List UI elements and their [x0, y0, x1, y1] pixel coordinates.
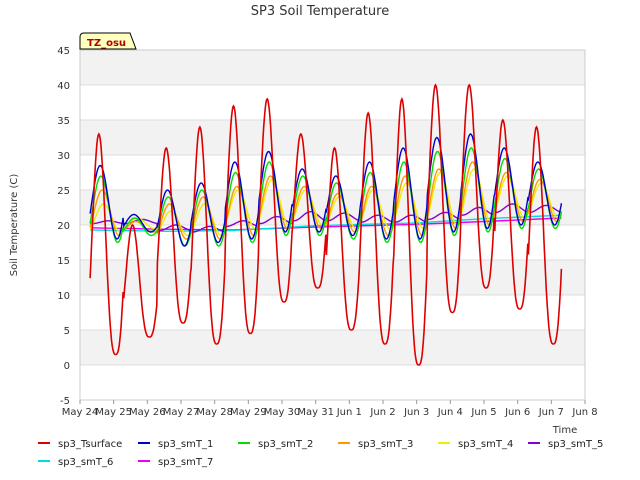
plot-band	[80, 120, 585, 155]
legend-label-sp3_smT_1: sp3_smT_1	[158, 439, 213, 450]
y-axis-label: Soil Temperature (C)	[9, 174, 20, 277]
legend-label-sp3_smT_3: sp3_smT_3	[358, 439, 413, 450]
y-tick-label: 45	[57, 46, 70, 57]
chart-title: SP3 Soil Temperature	[251, 4, 389, 19]
x-tick-label: May 28	[196, 407, 233, 418]
x-tick-label: Jun 2	[369, 407, 395, 418]
x-tick-label: Jun 3	[403, 407, 429, 418]
y-tick-label: 10	[57, 291, 70, 302]
plot-band	[80, 330, 585, 365]
x-tick-label: Jun 7	[538, 407, 564, 418]
plot-band	[80, 260, 585, 295]
x-tick-label: May 27	[163, 407, 200, 418]
y-tick-label: 35	[57, 116, 70, 127]
legend-label-sp3_smT_2: sp3_smT_2	[258, 439, 313, 450]
legend-label-sp3_smT_4: sp3_smT_4	[458, 439, 513, 450]
legend-label-sp3_smT_7: sp3_smT_7	[158, 457, 213, 468]
tz-annotation: TZ_osu	[79, 32, 137, 50]
y-tick-label: 30	[57, 151, 70, 162]
x-tick-label: Jun 8	[571, 407, 597, 418]
y-tick-label: 5	[64, 326, 70, 337]
x-axis-label: Time	[552, 425, 577, 436]
plot-band	[80, 50, 585, 85]
x-tick-label: May 29	[230, 407, 267, 418]
legend-label-sp3_Tsurface: sp3_Tsurface	[58, 439, 122, 450]
y-tick-label: -5	[60, 396, 70, 407]
x-tick-label: Jun 4	[437, 407, 463, 418]
x-tick-label: Jun 1	[336, 407, 362, 418]
x-tick-label: May 25	[95, 407, 132, 418]
x-tick-label: Jun 5	[470, 407, 496, 418]
x-tick-label: May 31	[297, 407, 334, 418]
x-tick-label: May 26	[129, 407, 166, 418]
plot-frame	[79, 49, 586, 401]
y-tick-label: 20	[57, 221, 70, 232]
legend-label-sp3_smT_5: sp3_smT_5	[548, 439, 603, 450]
series-line-sp3_Tsurface	[89, 83, 563, 366]
y-tick-label: 15	[57, 256, 70, 267]
tz-annotation-label: TZ_osu	[87, 38, 126, 49]
y-tick-label: 25	[57, 186, 70, 197]
series-line-sp3_smT_1	[89, 133, 563, 247]
x-tick-label: Jun 6	[504, 407, 530, 418]
x-tick-label: May 24	[62, 407, 99, 418]
x-tick-label: May 30	[264, 407, 301, 418]
y-tick-label: 0	[64, 361, 70, 372]
y-tick-label: 40	[57, 81, 70, 92]
legend-label-sp3_smT_6: sp3_smT_6	[58, 457, 113, 468]
